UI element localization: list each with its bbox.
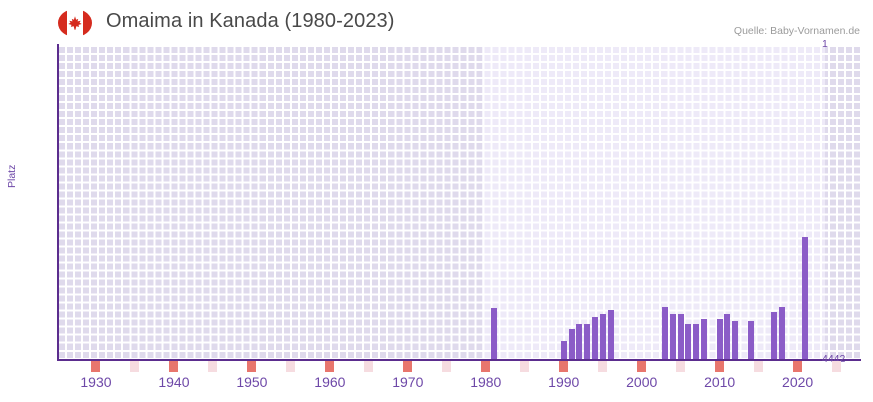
bar-2008 [701,318,708,360]
x-tick-label-1970: 1970 [392,374,424,390]
bars-container [57,45,860,360]
x-tick-mark-1930 [91,361,101,372]
x-tick-mark-1940 [169,361,179,372]
source-attribution: Quelle: Baby-Vornamen.de [733,25,860,37]
x-tick-mark-minor-1975 [442,361,452,372]
x-tick-mark-minor-1955 [286,361,296,372]
x-tick-label-1980: 1980 [470,374,502,390]
x-tick-label-2000: 2000 [626,374,658,390]
bar-2014 [747,320,754,360]
bar-2021 [802,237,809,360]
bar-1981 [490,308,497,360]
y-tick-top: 1 [822,38,828,50]
bar-1996 [607,309,614,360]
x-tick-mark-minor-1965 [364,361,374,372]
x-tick-mark-minor-1945 [208,361,218,372]
bar-2017 [771,311,778,360]
x-axis-ticks [57,361,861,373]
x-tick-mark-minor-2015 [754,361,764,372]
x-tick-mark-minor-1935 [130,361,140,372]
x-tick-mark-minor-2005 [676,361,686,372]
bar-2012 [732,320,739,360]
x-tick-mark-2010 [715,361,725,372]
x-tick-label-1940: 1940 [158,374,190,390]
x-tick-label-1990: 1990 [548,374,580,390]
x-tick-mark-1950 [247,361,257,372]
x-tick-mark-minor-1985 [520,361,530,372]
x-tick-mark-1980 [481,361,491,372]
bar-1990 [560,341,567,360]
y-axis-label: Platz [6,164,18,188]
x-tick-mark-minor-2025 [832,361,842,372]
bar-2011 [724,313,731,360]
x-tick-label-2020: 2020 [782,374,814,390]
bar-2003 [662,306,669,360]
x-axis-line [57,359,861,361]
bar-1991 [568,329,575,360]
plot-area [57,45,860,360]
x-tick-mark-2000 [637,361,647,372]
bar-1992 [576,323,583,360]
canada-flag-icon [58,9,92,37]
bar-2006 [685,323,692,360]
bar-2005 [677,314,684,360]
bar-2018 [779,307,786,360]
x-tick-label-1950: 1950 [236,374,268,390]
x-tick-mark-2020 [793,361,803,372]
bar-1995 [599,314,606,360]
maple-leaf-icon [68,16,82,30]
x-tick-mark-1990 [559,361,569,372]
bar-2010 [716,319,723,360]
x-tick-mark-minor-1995 [598,361,608,372]
x-tick-label-1960: 1960 [314,374,346,390]
bar-1993 [584,323,591,360]
y-axis-line [57,44,59,361]
bar-1994 [591,317,598,360]
x-tick-label-1930: 1930 [80,374,112,390]
x-tick-label-2010: 2010 [704,374,736,390]
bar-2007 [693,323,700,360]
x-tick-mark-1960 [325,361,335,372]
chart-header: Omaima in Kanada (1980-2023) Quelle: Bab… [0,0,873,45]
bar-2004 [669,314,676,360]
x-tick-mark-1970 [403,361,413,372]
page-title: Omaima in Kanada (1980-2023) [106,10,395,32]
